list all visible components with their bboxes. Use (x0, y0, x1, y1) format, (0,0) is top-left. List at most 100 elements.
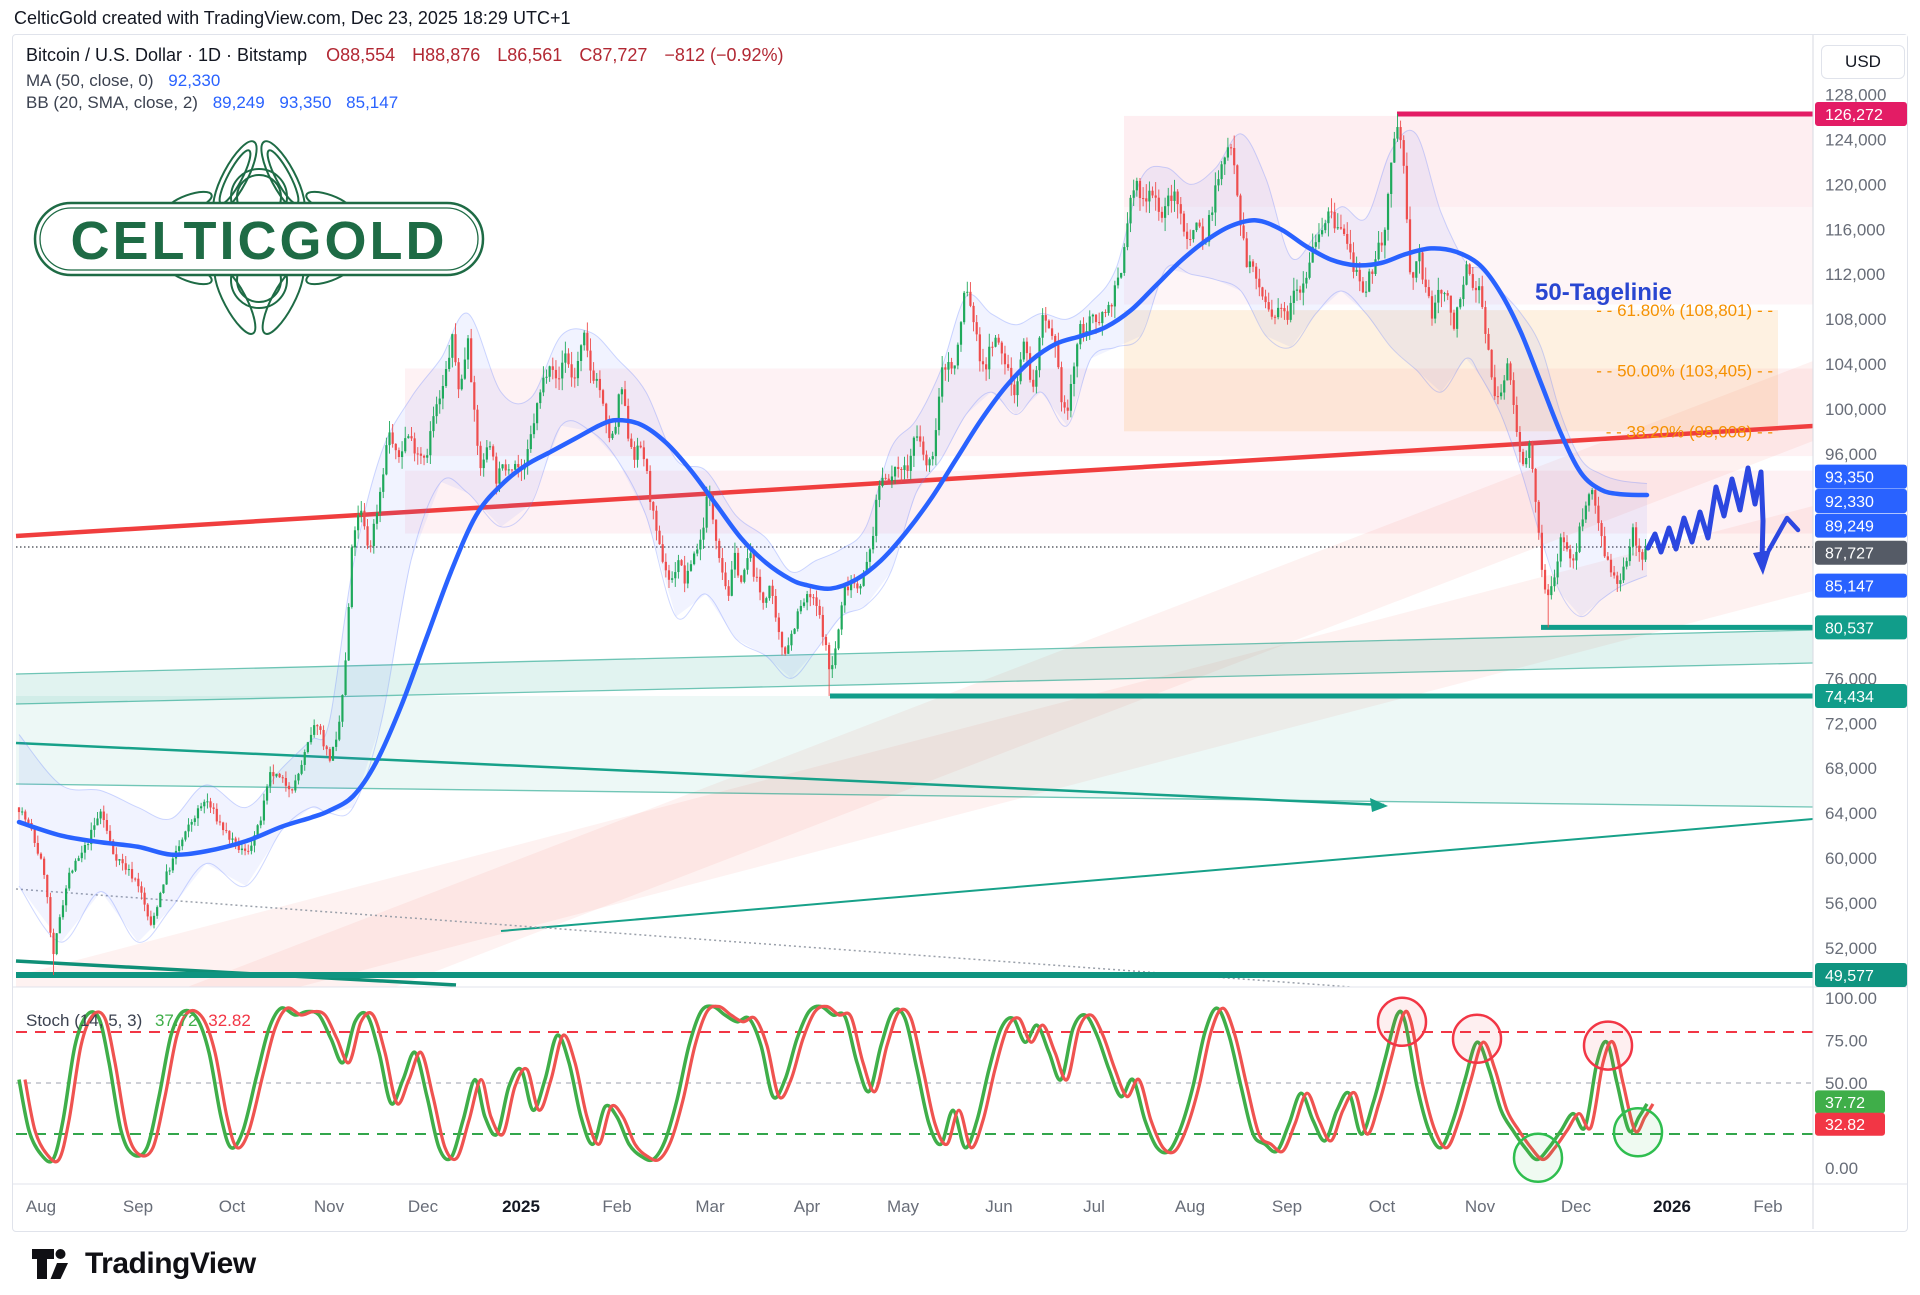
month-label: 2025 (502, 1197, 540, 1216)
ma-legend[interactable]: MA (50, close, 0) 92,330 (26, 71, 230, 91)
pink-zone-top (1124, 115, 1813, 207)
price-badge-label: 74,434 (1825, 689, 1874, 706)
teal-band-lower (16, 696, 1813, 807)
price-tick-label: 108,000 (1825, 310, 1886, 329)
fib-label: - - 61.80% (108,801) - - (1596, 301, 1773, 320)
price-tick-label: 72,000 (1825, 714, 1877, 733)
price-badge (1815, 464, 1907, 489)
ma-legend-value: 92,330 (168, 71, 221, 90)
bb-basis-value: 89,249 (212, 93, 265, 112)
month-label: Jul (1083, 1197, 1105, 1216)
month-label: Jun (985, 1197, 1012, 1216)
red-uptrend (15, 423, 1813, 539)
month-label: Sep (123, 1197, 153, 1216)
price-badge-label: 93,350 (1825, 470, 1874, 487)
pink-channel-2 (187, 361, 1813, 987)
watermark-text: CelticGold created with TradingView.com,… (14, 8, 571, 28)
month-label: Sep (1272, 1197, 1302, 1216)
price-tick-label: 56,000 (1825, 894, 1877, 913)
price-badge (1815, 963, 1907, 987)
teal-descending (15, 741, 1385, 807)
chart-canvas[interactable]: - - 61.80% (108,801) - - - - 50.00% (103,… (13, 35, 1907, 1231)
price-badge (1815, 102, 1907, 126)
month-label: Apr (794, 1197, 821, 1216)
bb-lower-value: 85,147 (346, 93, 399, 112)
stoch-overbought-circle (1376, 996, 1428, 1048)
stoch-badge (1815, 1112, 1885, 1136)
pink-zone-low (405, 470, 1813, 534)
price-tick-label: 100,000 (1825, 400, 1886, 419)
stoch-legend[interactable]: Stoch (14, 5, 3) 37.72 32.82 (26, 1011, 251, 1031)
stoch-scale-label: 0.00 (1825, 1159, 1858, 1178)
stoch-pane (16, 996, 1813, 1184)
celticgold-logo: CELTICGOLD (33, 140, 485, 335)
price-tick-label: 60,000 (1825, 849, 1877, 868)
price-badge (1815, 573, 1907, 598)
price-badge (1815, 615, 1907, 640)
price-badge (1815, 489, 1907, 514)
stoch-legend-label: Stoch (14, 5, 3) (26, 1011, 143, 1030)
ma-legend-label: MA (50, close, 0) (26, 71, 154, 90)
price-badge (1815, 540, 1907, 565)
month-label: Feb (602, 1197, 631, 1216)
price-tick-label: 124,000 (1825, 131, 1886, 150)
month-label: May (887, 1197, 920, 1216)
price-tick-label: 116,000 (1825, 220, 1885, 239)
price-badge (1815, 683, 1907, 708)
stoch-badge (1815, 1090, 1885, 1114)
price-tick-label: 120,000 (1825, 175, 1886, 194)
price-badge-label: 80,537 (1825, 620, 1874, 637)
time-scale: Aug Sep Oct Nov Dec 2025 Feb Mar Apr May Jun Jul Aug… (26, 1197, 1783, 1216)
ma-line-annotation: 50-Tagelinie (1535, 279, 1672, 306)
month-label: Feb (1753, 1197, 1782, 1216)
price-tick-label: 96,000 (1825, 445, 1877, 464)
price-badge-label: 89,249 (1825, 519, 1874, 536)
price-badge-label: 49,577 (1825, 968, 1874, 985)
stoch-scale-label: 100.00 (1825, 989, 1877, 1008)
month-label: Mar (695, 1197, 725, 1216)
celticgold-logo-text: CELTICGOLD (71, 211, 448, 271)
stoch-badge-label: 37.72 (1825, 1095, 1865, 1112)
projection-arrow (1753, 550, 1771, 575)
month-label: Nov (314, 1197, 345, 1216)
price-tick-label: 128,000 (1825, 86, 1886, 105)
bb-legend-label: BB (20, SMA, close, 2) (26, 93, 198, 112)
ohlc-close: C87,727 (579, 45, 648, 65)
symbol-legend[interactable]: Bitcoin / U.S. Dollar · 1D · Bitstamp O8… (26, 45, 796, 66)
stoch-oversold-circle (1612, 1107, 1664, 1158)
ohlc-high: H88,876 (412, 45, 481, 65)
price-badge-label: 87,727 (1825, 546, 1874, 563)
price-tick-label: 68,000 (1825, 759, 1877, 778)
price-tick-label: 112,000 (1825, 265, 1885, 284)
fib-zone (1124, 310, 1778, 432)
month-label: Oct (1369, 1197, 1396, 1216)
price-badge (1815, 513, 1907, 538)
symbol-title: Bitcoin / U.S. Dollar · 1D · Bitstamp (26, 45, 308, 65)
month-label: Oct (219, 1197, 246, 1216)
tradingview-icon (32, 1249, 68, 1279)
fib-label: - - 50.00% (103,405) - - (1596, 362, 1773, 381)
teal-ascending (500, 818, 1813, 932)
candlesticks (17, 114, 1647, 975)
tradingview-wordmark: TradingView (85, 1247, 256, 1280)
chart-widget: Bitcoin / U.S. Dollar · 1D · Bitstamp O8… (12, 34, 1908, 1232)
currency-toggle-button[interactable]: USD (1821, 45, 1905, 79)
projection-zigzag (1645, 465, 1766, 562)
month-label: Nov (1465, 1197, 1496, 1216)
fib-label: - - 38.20% (98,008) - - (1606, 422, 1773, 441)
projection-hook (1766, 515, 1801, 553)
tradingview-brand[interactable]: TradingView (30, 1243, 256, 1285)
stoch-k-value: 37.72 (154, 1011, 198, 1030)
stoch-oversold-circle (1512, 1132, 1564, 1184)
ma50-line (16, 218, 1650, 858)
stoch-d-line (23, 1004, 1655, 1164)
price-tick-label: 76,000 (1825, 669, 1877, 688)
stoch-overbought-circle (1451, 1013, 1503, 1065)
stoch-scale-label: 75.00 (1825, 1032, 1868, 1051)
month-label: 2026 (1653, 1197, 1691, 1216)
bb-legend[interactable]: BB (20, SMA, close, 2) 89,249 93,350 85,… (26, 93, 408, 113)
stoch-overbought-circle (1582, 1020, 1634, 1071)
teal-band-upper (16, 630, 1813, 704)
ohlc-low: L86,561 (497, 45, 563, 65)
month-label: Dec (408, 1197, 439, 1216)
